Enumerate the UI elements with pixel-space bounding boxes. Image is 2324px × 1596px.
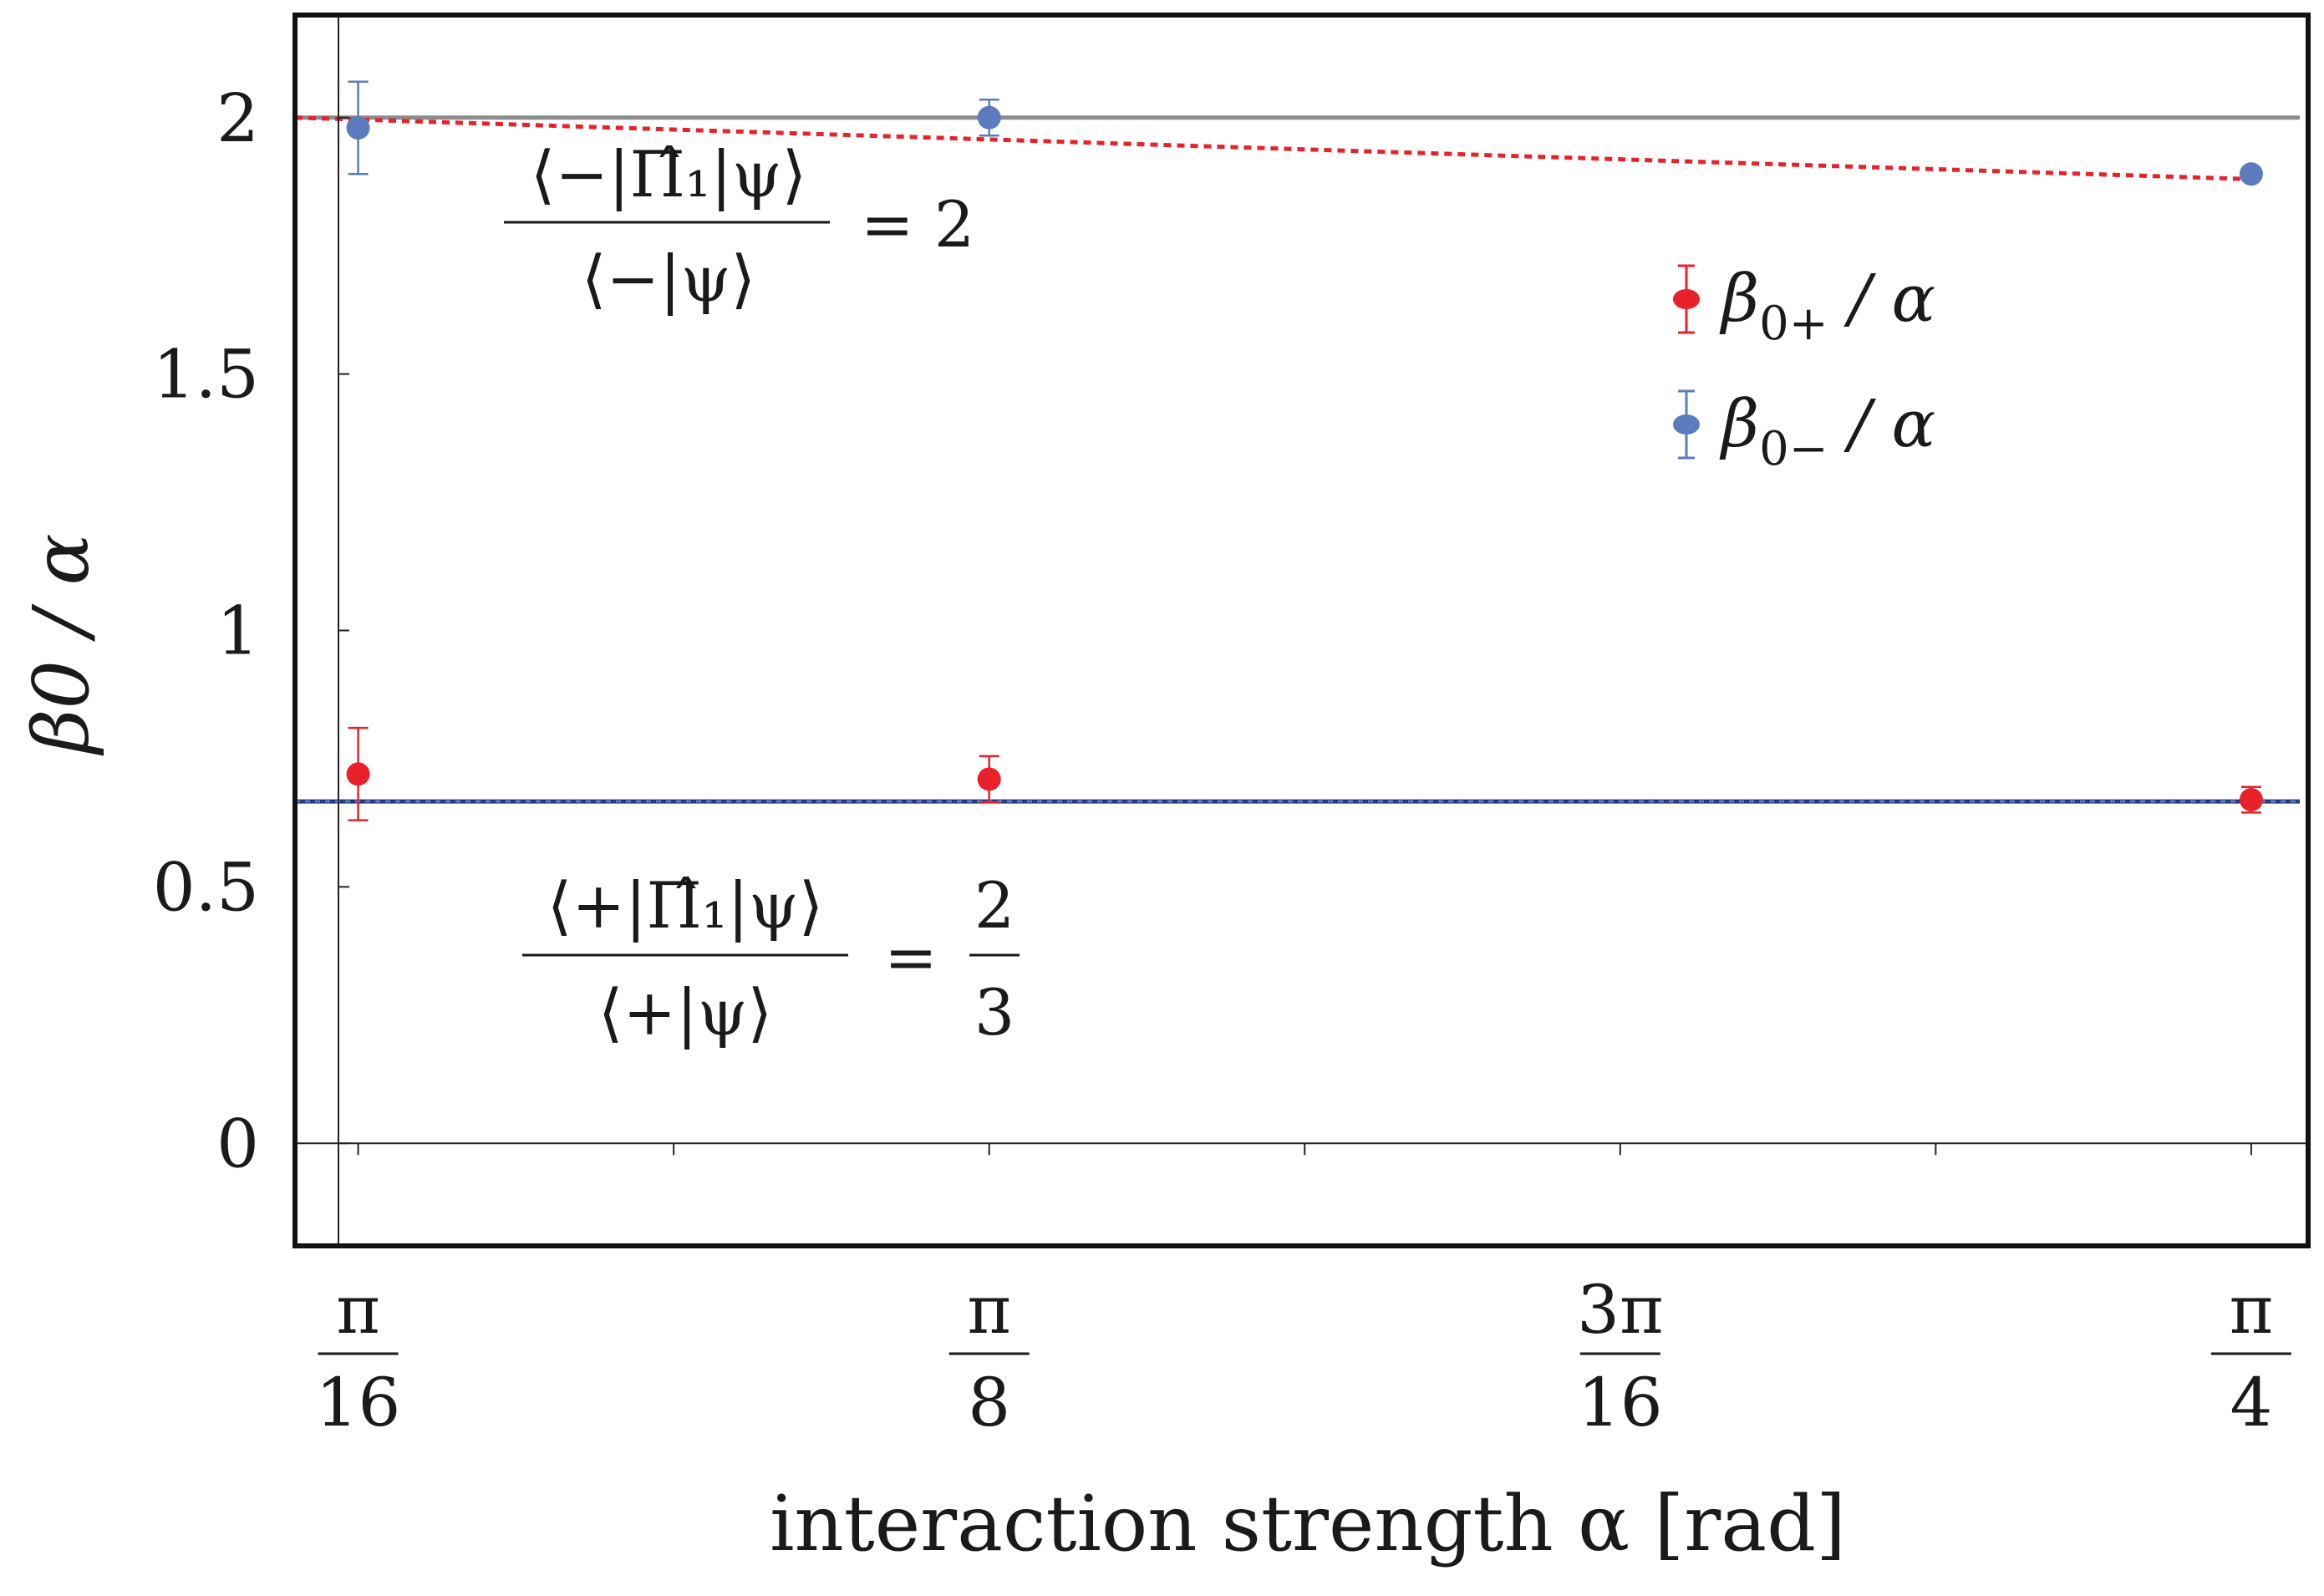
legend-label: β0+ / α: [1719, 262, 1935, 351]
legend-label-base: β: [1719, 262, 1759, 337]
y-tick-label: 1: [216, 592, 259, 670]
axes: 0 0.5 1 1.5 2 π 16 π 8 3π 16 π 4 interaction strength…: [17, 15, 2308, 1568]
annotation-rhs-denominator: 3: [974, 975, 1015, 1050]
data-point: [977, 767, 1001, 791]
data-points: [346, 80, 2263, 821]
plot-frame: [292, 13, 2311, 1248]
theory-curves: [294, 115, 2252, 181]
annotations: ⟨−|Π̂₁|ψ⟩ ⟨−|ψ⟩ = 2 ⟨+|Π̂₁|ψ⟩ ⟨+|ψ⟩ = 2 3: [504, 137, 1020, 1050]
x-axis-title: interaction strength α [rad]: [770, 1479, 1846, 1568]
data-point: [977, 105, 1001, 130]
legend-marker: [1673, 414, 1700, 435]
plot-frame-rect: [292, 13, 2311, 1248]
annotation-rhs: = 2: [861, 187, 974, 262]
y-tick-label: 0.5: [153, 848, 259, 926]
annotation-numerator: ⟨+|Π̂₁|ψ⟩: [547, 868, 824, 943]
annotation-numerator: ⟨−|Π̂₁|ψ⟩: [531, 137, 807, 211]
legend-label-sub: 0+: [1759, 297, 1828, 351]
reference-lines: [295, 115, 2300, 804]
x-tick-label-denominator: 4: [2230, 1364, 2272, 1441]
x-tick-label-numerator: 3π: [1577, 1271, 1663, 1349]
theory-curve: [294, 115, 2252, 181]
x-tick-label-numerator: π: [336, 1271, 380, 1349]
annotation-rhs-numerator: 2: [974, 868, 1015, 943]
data-point: [346, 116, 370, 140]
legend-label-base: β: [1719, 387, 1759, 462]
annotation-equals: =: [884, 920, 938, 994]
data-point: [2239, 788, 2263, 812]
y-tick-label: 1.5: [153, 336, 259, 414]
y-tick-label: 2: [216, 79, 259, 157]
x-tick-label-numerator: π: [967, 1271, 1011, 1349]
x-tick-label-denominator: 8: [968, 1364, 1010, 1441]
annotation-denominator: ⟨+|ψ⟩: [598, 975, 772, 1050]
x-tick-label-numerator: π: [2230, 1271, 2274, 1349]
legend-label-tail: / α: [1828, 262, 1936, 337]
legend: β0+ / αβ0− / α: [1673, 262, 1935, 476]
y-axis-title: β0 / α: [17, 533, 106, 755]
legend-marker: [1673, 289, 1700, 309]
legend-label-sub: 0−: [1759, 422, 1828, 476]
annotation-denominator: ⟨−|ψ⟩: [582, 241, 755, 316]
legend-label-tail: / α: [1828, 387, 1936, 462]
legend-label: β0− / α: [1719, 387, 1935, 476]
x-tick-label-denominator: 16: [316, 1364, 401, 1441]
x-tick-label-denominator: 16: [1578, 1364, 1663, 1441]
data-point: [2239, 162, 2263, 186]
data-point: [346, 762, 370, 786]
y-tick-label: 0: [216, 1105, 259, 1182]
